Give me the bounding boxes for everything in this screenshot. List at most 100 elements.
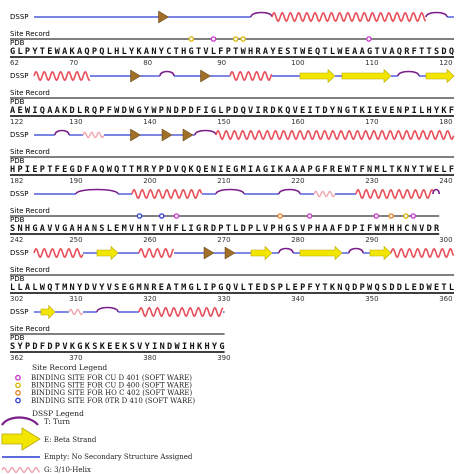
dssp-turn-r0-3 [250,11,273,18]
residue-number: 290 [365,236,378,244]
sequence-block-6: DSSP Site RecordPDBSYPDFDPVKGKSKEEKSVYIND… [10,304,231,362]
residue-number: 362 [10,354,23,362]
residue-number: 110 [365,59,378,67]
site-record-label: Site Record [10,325,50,333]
dssp-legend-label: E: Beta Strand [44,436,97,444]
sequence-block-4: DSSP Site RecordPDBSNHGAVVGAHANSLEMVHNTVH… [10,188,453,244]
residue-number: 280 [291,236,304,244]
dssp-turn-r2-10 [194,129,217,136]
dssp-bend-r2-5 [130,128,141,142]
dssp-label: DSSP [10,131,29,139]
residue-number: 260 [143,236,156,244]
dssp-strand-r4-18 [369,245,392,261]
residue-number: 80 [143,59,152,67]
residue-number: 302 [10,295,23,303]
residue-number: 250 [69,236,82,244]
dssp-bend-r1-6 [200,69,211,83]
residue-number: 300 [439,236,452,244]
dssp-strand-r1-12 [341,68,392,84]
dssp-bend-r0-1 [158,10,169,24]
dssp-turn-r1-4 [159,70,175,77]
pdb-label: PDB [10,98,25,106]
sequence-block-3: DSSP Site RecordPDBHPIEPTFEGDFAQWQTTMRYPD… [10,128,455,185]
site-legend-marker-0 [15,374,21,381]
site-marker-r0-1 [210,36,217,42]
sequence-text: AEWIQAAKDLRQPFWDWGYWPNDPDFIGLPDQVIRDKQVE… [10,106,454,116]
site-record-legend: Site Record Legend BINDING SITE FOR CU D … [15,363,195,405]
site-marker-r3-1 [158,213,165,219]
dssp-helix-r3-11 [355,188,434,200]
dssp-legend-title: DSSP Legend [32,409,84,418]
dssp-legend-label: G: 3/10-Helix [44,466,91,474]
residue-number: 370 [69,354,82,362]
residue-number: 230 [365,177,378,185]
residue-number: 122 [10,118,23,126]
dssp-helix-r4-0 [33,247,84,259]
dssp-turn-r5-5 [96,306,119,313]
site-record-label: Site Record [10,30,50,38]
site-marker-r3-3 [277,213,283,219]
site-marker-r3-6 [388,213,394,219]
pdb-label: PDB [10,39,25,47]
legend-turn-swatch [1,416,39,426]
sequence-block-2: DSSP Site RecordPDBAEWIQAAKDLRQPFWDWGYWPN… [10,68,455,126]
dssp-bend-r2-7 [161,128,173,142]
dssp-helix-r4-4 [138,247,175,259]
dssp-strand-r4-14 [299,245,343,261]
site-legend-label: BINDING SITE FOR CU D 400 (SOFT WARE) [31,382,192,390]
legend-strand-swatch [1,427,41,451]
site-legend-marker-1 [15,382,21,389]
site-legend-title: Site Record Legend [32,363,107,372]
dssp-legend-label: T: Turn [44,418,71,426]
residue-number: 390 [217,354,230,362]
site-record-label: Site Record [10,266,50,274]
dssp-strand-r1-10 [299,68,336,84]
residue-number: 360 [439,295,452,303]
dssp-bend-r4-8 [224,246,236,260]
site-marker-r0-4 [366,36,372,42]
site-legend-marker-3 [15,397,21,404]
site-record-label: Site Record [10,148,50,156]
pdb-label: PDB [10,334,25,342]
dssp-bend-r1-2 [130,69,141,83]
site-marker-r3-7 [403,213,409,219]
residue-number: 90 [217,59,226,67]
pdb-label: PDB [10,275,25,283]
dssp-label: DSSP [10,13,29,21]
residue-number: 62 [10,59,19,67]
residue-number: 200 [143,177,156,185]
site-marker-r0-0 [188,36,195,42]
residue-number: 130 [69,118,82,126]
site-marker-r3-2 [173,213,180,219]
residue-number: 150 [217,118,230,126]
residue-number: 242 [10,236,23,244]
site-marker-r3-5 [373,213,380,219]
dssp-helix310-r5-3 [68,308,84,316]
dssp-label: DSSP [10,308,29,316]
site-marker-r3-0 [136,213,143,219]
dssp-label: DSSP [10,190,29,198]
site-record-label: Site Record [10,89,50,97]
dssp-turn-r1-14 [397,70,420,77]
dssp-turn-r0-5 [425,11,448,18]
sequence-block-5: DSSP Site RecordPDBLLALWQTMNYDVYVSEGMNREA… [10,245,455,303]
residue-number: 70 [69,59,78,67]
residue-number: 220 [291,177,304,185]
dssp-label: DSSP [10,249,29,257]
dssp-label: DSSP [10,72,29,80]
dssp-helix-r4-19 [390,247,455,259]
residue-number: 240 [439,177,452,185]
dssp-bend-r4-6 [203,246,215,260]
residue-number: 182 [10,177,23,185]
residue-number: 350 [365,295,378,303]
sequence-text: SYPDFDPVKGKSKEEKSVYINDWIHKHYG [10,342,225,352]
pdb-label: PDB [10,157,25,165]
dssp-helix-r0-4 [271,11,427,23]
dssp-turn-r3-5 [215,188,245,195]
dssp-turn-r3-7 [278,188,301,195]
residue-number: 380 [143,354,156,362]
residue-number: 270 [217,236,230,244]
dssp-bend-r2-9 [182,128,194,142]
pdb-label: PDB [10,216,25,224]
